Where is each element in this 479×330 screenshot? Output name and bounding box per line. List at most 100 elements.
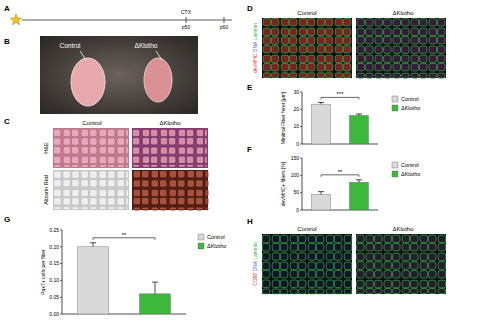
cell xyxy=(117,189,125,197)
cell xyxy=(187,180,195,188)
cell xyxy=(429,28,437,36)
micrograph xyxy=(53,170,129,210)
cell xyxy=(262,289,270,294)
cell xyxy=(411,289,419,294)
cell xyxy=(334,253,342,261)
cell xyxy=(63,179,71,187)
cell xyxy=(438,63,446,71)
cell xyxy=(108,179,116,187)
cell xyxy=(344,253,352,261)
cell xyxy=(99,207,107,210)
cell xyxy=(289,64,297,72)
cell xyxy=(334,270,342,278)
cell xyxy=(169,180,177,188)
cell xyxy=(81,165,89,168)
micrograph xyxy=(132,170,208,210)
cell xyxy=(280,235,288,243)
cell xyxy=(411,243,419,251)
cell xyxy=(132,156,140,164)
cell xyxy=(325,37,333,45)
cell xyxy=(272,280,280,288)
cell xyxy=(366,262,374,270)
cell xyxy=(289,55,297,63)
timeline-tick xyxy=(186,17,187,23)
cell xyxy=(160,197,168,205)
cell xyxy=(420,270,428,278)
cell xyxy=(54,189,62,197)
cell xyxy=(438,46,446,54)
cell xyxy=(290,289,298,294)
cell xyxy=(316,243,324,251)
y-axis xyxy=(302,158,303,210)
cell xyxy=(326,289,334,294)
cell xyxy=(142,164,150,167)
cell xyxy=(262,253,270,261)
cell xyxy=(357,262,365,270)
cell xyxy=(108,198,116,206)
cell xyxy=(108,129,116,137)
cell xyxy=(357,46,365,54)
cell xyxy=(429,46,437,54)
cell xyxy=(411,55,419,63)
cell xyxy=(142,156,150,164)
micrograph xyxy=(262,234,352,294)
y-tick xyxy=(300,175,302,176)
cell xyxy=(205,180,208,188)
cell xyxy=(142,129,150,137)
cell xyxy=(263,45,271,53)
cell xyxy=(126,171,129,179)
cell xyxy=(307,37,315,45)
cell xyxy=(71,146,79,154)
cell xyxy=(281,18,289,26)
cell xyxy=(420,63,428,71)
cell xyxy=(160,180,168,188)
cell xyxy=(117,165,125,168)
cell xyxy=(326,262,334,270)
cell xyxy=(393,28,401,36)
cell xyxy=(375,262,383,270)
cell xyxy=(402,289,410,294)
chart: 0.000.050.100.150.200.25Pax7+ cells per … xyxy=(40,227,226,317)
cell xyxy=(117,146,125,154)
cell xyxy=(334,289,342,294)
y-axis xyxy=(62,230,63,314)
cell xyxy=(393,63,401,71)
bracket xyxy=(93,238,155,240)
cell xyxy=(187,189,195,197)
cell xyxy=(307,55,315,63)
cell xyxy=(90,198,98,206)
cell xyxy=(126,156,129,164)
cell xyxy=(160,170,168,178)
cell xyxy=(196,197,204,205)
cell xyxy=(316,289,324,294)
cell xyxy=(402,28,410,36)
cell xyxy=(384,46,392,54)
cell xyxy=(178,189,186,197)
cell xyxy=(411,253,419,261)
cell xyxy=(168,156,176,164)
cell xyxy=(108,138,116,146)
cell xyxy=(133,207,141,210)
cell xyxy=(411,73,419,78)
cell xyxy=(151,207,159,210)
legend-swatch xyxy=(392,105,398,111)
cell xyxy=(343,64,351,72)
cell xyxy=(290,243,298,251)
cell xyxy=(308,243,316,251)
cell xyxy=(438,270,446,278)
cell xyxy=(132,164,140,167)
cell xyxy=(299,37,307,45)
cell xyxy=(178,164,186,167)
cell xyxy=(334,243,342,251)
cell xyxy=(81,179,89,187)
micrograph-texture xyxy=(53,129,128,167)
significance: ** xyxy=(338,169,343,175)
cell xyxy=(196,180,204,188)
cell xyxy=(81,189,89,197)
cell xyxy=(63,189,71,197)
cell xyxy=(168,137,176,145)
cell xyxy=(438,36,446,44)
cell xyxy=(205,189,208,197)
cell xyxy=(89,129,97,137)
cell xyxy=(126,179,129,187)
